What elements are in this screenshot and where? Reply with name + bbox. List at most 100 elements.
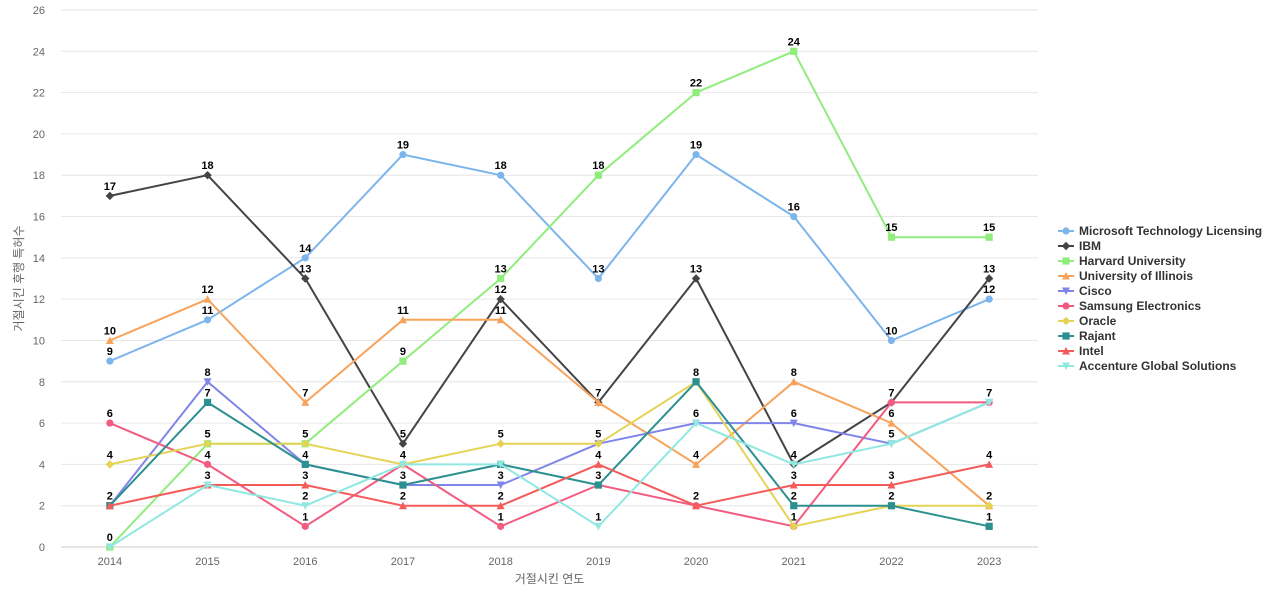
- data-label: 13: [983, 264, 995, 276]
- data-point: [985, 460, 994, 468]
- series-group: [105, 47, 994, 551]
- x-tick-label: 2019: [586, 556, 610, 568]
- data-label: 3: [302, 470, 308, 482]
- data-label: 3: [791, 470, 797, 482]
- data-label: 5: [400, 429, 406, 441]
- data-label: 2: [986, 491, 992, 503]
- data-label: 13: [299, 264, 311, 276]
- data-label: 1: [498, 511, 504, 523]
- data-label: 7: [204, 387, 210, 399]
- data-point: [594, 481, 602, 489]
- data-label: 7: [986, 387, 992, 399]
- data-point: [985, 522, 993, 530]
- data-point: [692, 419, 701, 428]
- data-label: 5: [888, 429, 894, 441]
- data-point: [203, 398, 212, 407]
- data-point: [105, 336, 114, 344]
- data-point: [789, 481, 798, 489]
- data-point: [594, 522, 603, 531]
- legend-item[interactable]: Samsung Electronics: [1058, 299, 1201, 313]
- legend-item[interactable]: Harvard University: [1058, 254, 1186, 268]
- series-line: [109, 380, 990, 507]
- data-label: 14: [299, 243, 312, 255]
- data-label: 12: [495, 284, 507, 296]
- series-line: [109, 463, 990, 507]
- data-label: 2: [302, 491, 308, 503]
- data-label: 5: [204, 429, 210, 441]
- data-label: 11: [202, 305, 214, 317]
- series-line: [109, 298, 990, 507]
- legend-item[interactable]: Rajant: [1058, 329, 1116, 343]
- legend-item[interactable]: Cisco: [1058, 284, 1112, 298]
- data-point: [203, 378, 212, 386]
- legend-item[interactable]: Accenture Global Solutions: [1058, 359, 1237, 373]
- data-point: [789, 419, 798, 428]
- data-point: [399, 357, 407, 365]
- legend-marker: [1062, 227, 1070, 235]
- data-point: [985, 295, 993, 303]
- data-point: [398, 439, 408, 448]
- legend-item[interactable]: IBM: [1058, 239, 1101, 253]
- legend-marker: [1062, 272, 1070, 280]
- data-point: [692, 150, 700, 159]
- y-tick-label: 26: [33, 5, 45, 17]
- x-tick-label: 2022: [879, 556, 903, 568]
- legend-label: Cisco: [1079, 284, 1112, 298]
- data-point: [203, 316, 212, 324]
- data-label: 6: [693, 408, 699, 420]
- legend-marker: [1062, 362, 1070, 370]
- y-tick-label: 10: [33, 335, 45, 347]
- series-line: [109, 401, 990, 548]
- data-label: 4: [204, 449, 211, 461]
- data-point: [399, 481, 407, 489]
- series-accenture-global-solutions: [105, 398, 994, 551]
- x-tick-label: 2021: [782, 556, 806, 568]
- legend-label: IBM: [1079, 239, 1101, 253]
- data-label: 13: [495, 264, 507, 276]
- data-point: [301, 481, 310, 489]
- data-label: 11: [495, 305, 507, 317]
- legend-label: Harvard University: [1079, 254, 1186, 268]
- legend-marker: [1062, 332, 1070, 340]
- data-point: [398, 501, 407, 510]
- series-intel: [105, 460, 994, 510]
- data-point: [301, 439, 310, 448]
- data-label: 18: [495, 160, 507, 172]
- data-point: [203, 439, 212, 448]
- legend-item[interactable]: Intel: [1058, 344, 1104, 358]
- data-label: 2: [888, 491, 894, 503]
- data-label: 15: [983, 222, 995, 234]
- y-tick-label: 8: [39, 377, 45, 389]
- legend-item[interactable]: University of Illinois: [1058, 269, 1193, 283]
- legend-item[interactable]: Microsoft Technology Licensing: [1058, 224, 1262, 238]
- data-label: 3: [888, 470, 894, 482]
- data-point: [497, 274, 505, 283]
- x-axis-ticks: 2014 2015 2016 2017 2018 2019 2020 2021 2022 2023: [98, 556, 1002, 568]
- legend-marker: [1062, 257, 1070, 265]
- data-label: 8: [204, 367, 210, 379]
- series-oracle: [105, 377, 994, 531]
- legend-item[interactable]: Oracle: [1058, 314, 1117, 328]
- data-label: 5: [498, 429, 504, 441]
- data-label: 11: [397, 305, 409, 317]
- data-point: [398, 460, 407, 469]
- data-point: [594, 398, 603, 406]
- data-point: [985, 233, 993, 241]
- data-label: 19: [690, 140, 702, 152]
- data-label: 10: [885, 325, 897, 337]
- data-label: 1: [302, 511, 308, 523]
- y-tick-label: 2: [39, 501, 45, 513]
- x-axis-title: 거절시킨 연도: [515, 572, 585, 586]
- data-label: 18: [592, 160, 604, 172]
- legend-label: Rajant: [1079, 329, 1116, 343]
- data-point: [594, 171, 602, 179]
- data-point: [203, 171, 212, 180]
- data-point: [887, 481, 896, 489]
- data-label: 10: [104, 325, 116, 337]
- legend-marker: [1062, 347, 1070, 355]
- series-rajant: [106, 378, 993, 530]
- data-point: [790, 212, 798, 221]
- x-tick-label: 2014: [98, 556, 122, 568]
- data-point: [301, 522, 309, 530]
- legend-label: Microsoft Technology Licensing: [1079, 224, 1262, 238]
